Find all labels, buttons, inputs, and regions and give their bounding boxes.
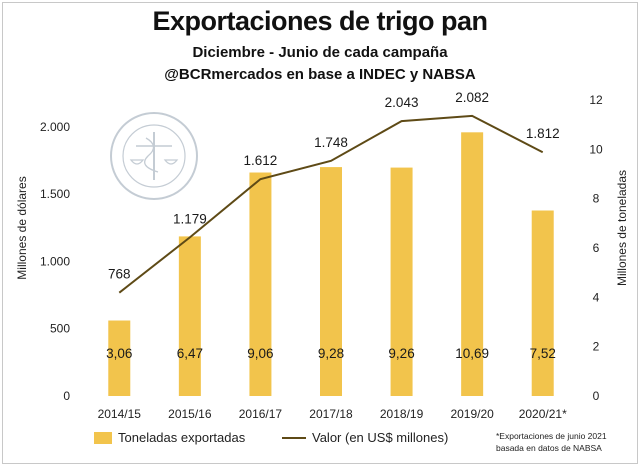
line-label-2017/18: 1.748 bbox=[314, 135, 348, 150]
y-right-tick-8: 8 bbox=[593, 192, 600, 206]
y-left-tick-0: 0 bbox=[63, 389, 70, 403]
y-left-axis-title: Millones de dólares bbox=[15, 176, 29, 279]
y-left-tick-1000: 1.000 bbox=[40, 254, 70, 268]
legend-swatch-line bbox=[282, 436, 306, 439]
bar-2017/18 bbox=[320, 167, 342, 396]
bcr-seal-watermark bbox=[110, 112, 198, 200]
legend-item-line: Valor (en US$ millones) bbox=[282, 430, 448, 445]
line-label-2014/15: 768 bbox=[108, 267, 131, 282]
chart-subtitle-period: Diciembre - Junio de cada campaña bbox=[192, 44, 448, 61]
y-right-tick-12: 12 bbox=[589, 93, 603, 107]
bar-label-2015/16: 6,47 bbox=[177, 346, 203, 361]
value-line bbox=[118, 114, 544, 294]
legend-label-bars: Toneladas exportadas bbox=[118, 430, 246, 445]
footnote: *Exportaciones de junio 2021 basada en d… bbox=[496, 430, 607, 454]
legend-item-bars: Toneladas exportadas bbox=[94, 430, 245, 445]
y-right-tick-2: 2 bbox=[593, 340, 600, 354]
x-tick-2017/18: 2017/18 bbox=[309, 407, 353, 421]
bar-2016/17 bbox=[249, 172, 272, 396]
chart-title: Exportaciones de trigo pan bbox=[152, 6, 488, 36]
footnote-line-2: basada en datos de NABSA bbox=[496, 443, 602, 453]
bar-2019/20 bbox=[461, 132, 484, 396]
x-tick-2019/20: 2019/20 bbox=[450, 407, 494, 421]
y-right-tick-4: 4 bbox=[593, 290, 600, 304]
bar-2018/19 bbox=[390, 167, 413, 396]
y-left-tick-1500: 1.500 bbox=[40, 187, 70, 201]
bar-2020/21* bbox=[531, 210, 554, 396]
y-left-tick-2000: 2.000 bbox=[40, 120, 70, 134]
x-tick-2016/17: 2016/17 bbox=[239, 407, 283, 421]
bar-label-2019/20: 10,69 bbox=[455, 346, 489, 361]
x-tick-2014/15: 2014/15 bbox=[98, 407, 142, 421]
y-right-axis-title: Millones de toneladas bbox=[615, 170, 629, 286]
line-label-2015/16: 1.179 bbox=[173, 211, 207, 226]
bar-label-2014/15: 3,06 bbox=[106, 346, 132, 361]
legend-swatch-bars bbox=[94, 431, 112, 444]
line-label-2020/21*: 1.812 bbox=[526, 126, 560, 141]
x-tick-2020/21*: 2020/21* bbox=[519, 407, 567, 421]
bar-2014/15 bbox=[108, 320, 131, 396]
line-label-2016/17: 1.612 bbox=[244, 153, 278, 168]
x-tick-2015/16: 2015/16 bbox=[168, 407, 212, 421]
bar-2015/16 bbox=[178, 236, 201, 396]
chart-subtitle-source: @BCRmercados en base a INDEC y NABSA bbox=[164, 66, 476, 83]
footnote-line-1: *Exportaciones de junio 2021 bbox=[496, 431, 607, 441]
legend-label-line: Valor (en US$ millones) bbox=[312, 430, 449, 445]
y-left-tick-500: 500 bbox=[50, 322, 70, 336]
y-right-tick-6: 6 bbox=[593, 241, 600, 255]
bar-label-2018/19: 9,26 bbox=[388, 346, 414, 361]
bar-label-2017/18: 9,28 bbox=[318, 346, 344, 361]
line-label-2018/19: 2.043 bbox=[385, 95, 419, 110]
bar-label-2020/21*: 7,52 bbox=[530, 346, 556, 361]
x-tick-2018/19: 2018/19 bbox=[380, 407, 424, 421]
y-right-tick-0: 0 bbox=[593, 389, 600, 403]
line-label-2019/20: 2.082 bbox=[455, 90, 489, 105]
y-right-tick-10: 10 bbox=[589, 142, 603, 156]
bar-label-2016/17: 9,06 bbox=[247, 346, 273, 361]
